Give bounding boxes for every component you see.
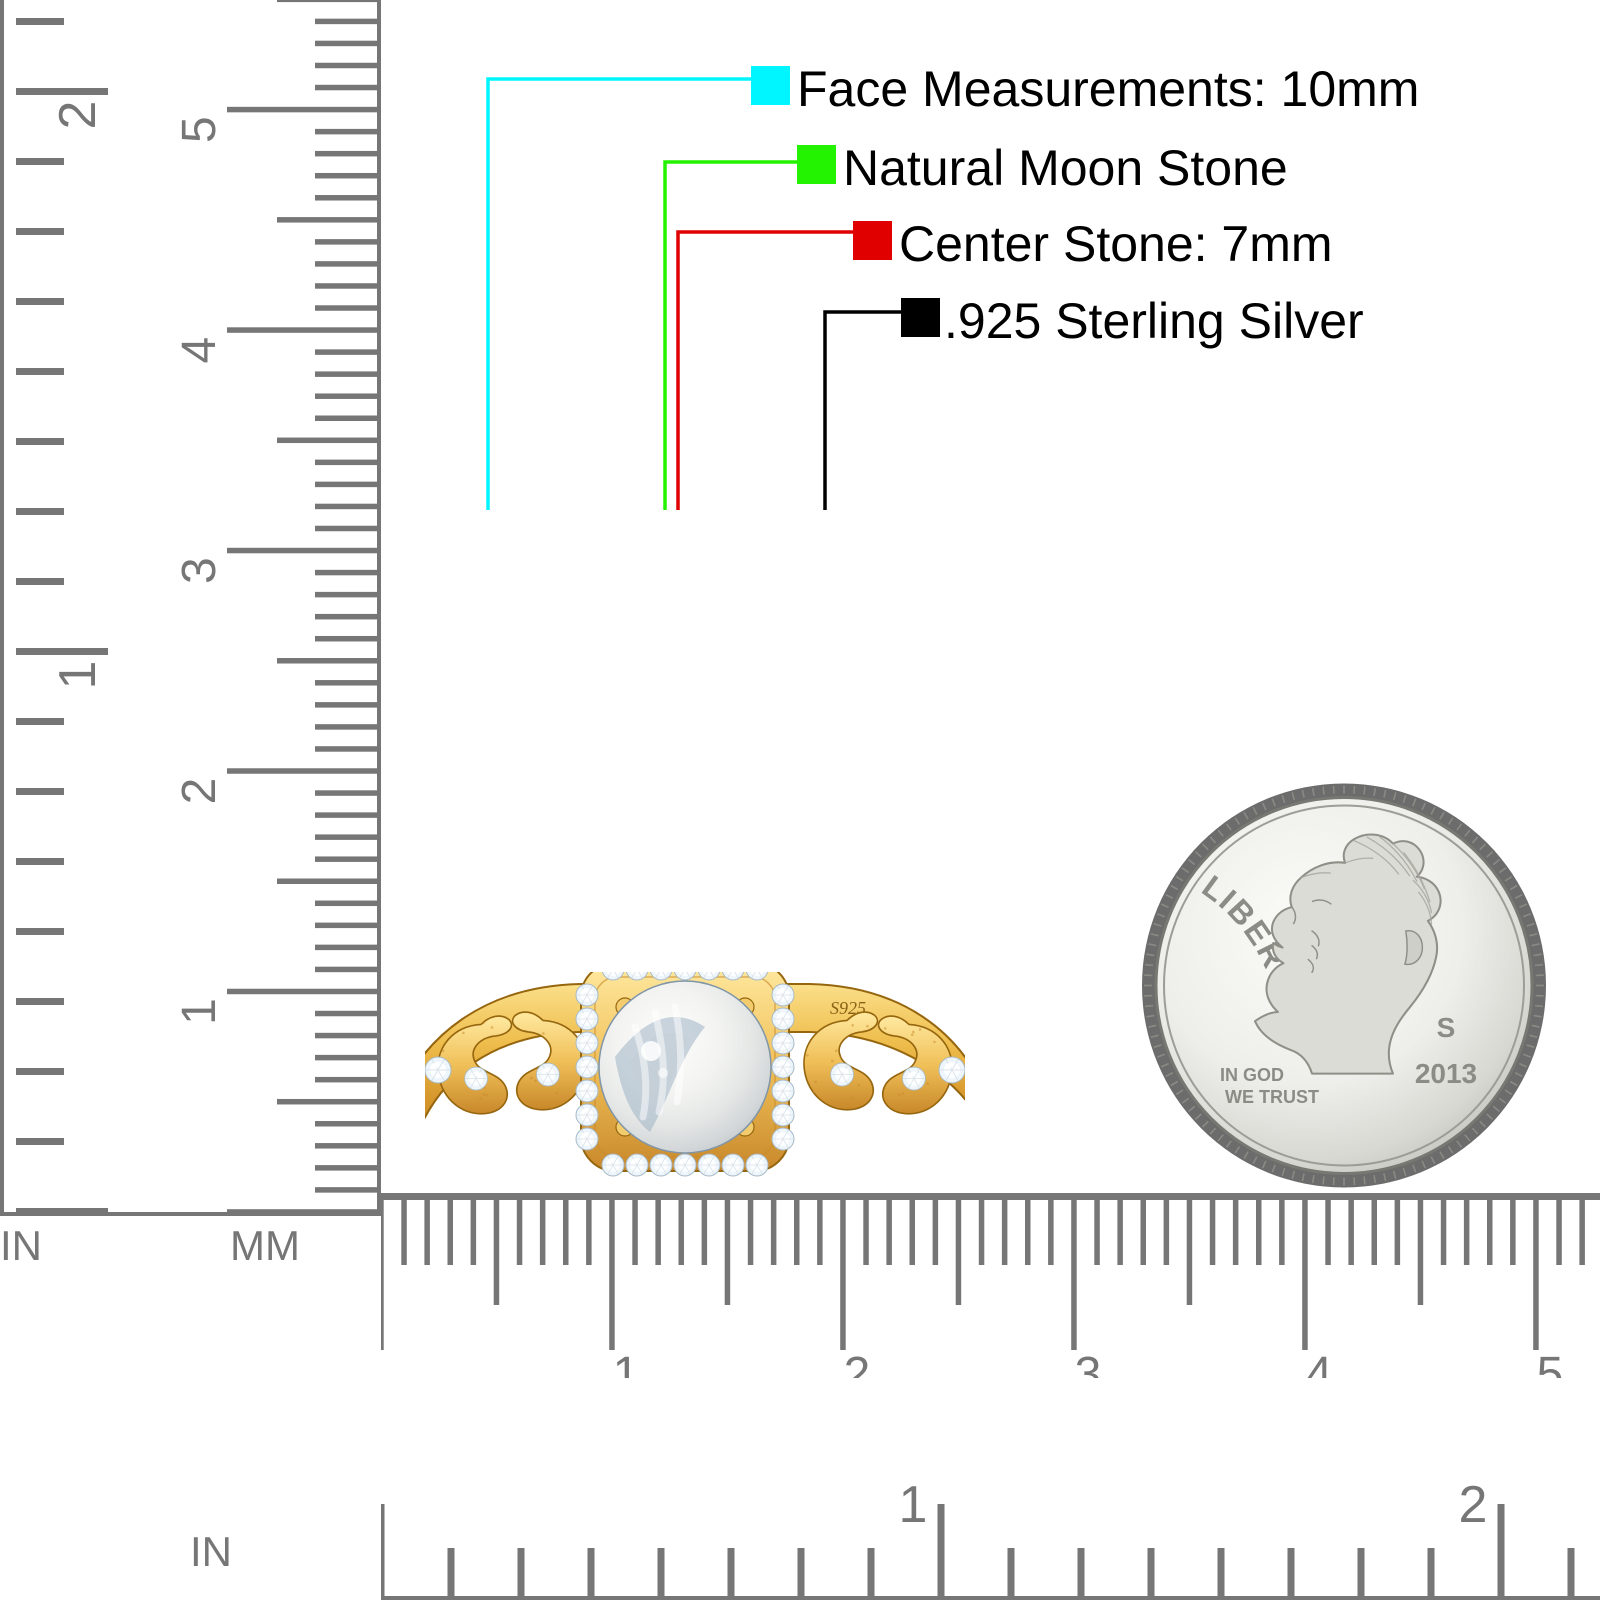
svg-text:2013: 2013 bbox=[1415, 1058, 1477, 1089]
svg-text:2: 2 bbox=[844, 1348, 871, 1378]
svg-text:S: S bbox=[1437, 1012, 1456, 1043]
svg-text:1: 1 bbox=[613, 1348, 640, 1378]
svg-text:2: 2 bbox=[1459, 1476, 1488, 1534]
svg-text:IN GOD: IN GOD bbox=[1220, 1065, 1284, 1085]
svg-text:1: 1 bbox=[49, 661, 107, 690]
svg-text:2: 2 bbox=[173, 778, 226, 805]
svg-text:5: 5 bbox=[1537, 1348, 1564, 1378]
svg-text:3: 3 bbox=[1075, 1348, 1102, 1378]
svg-text:WE TRUST: WE TRUST bbox=[1225, 1087, 1319, 1107]
svg-text:1: 1 bbox=[173, 998, 226, 1025]
svg-text:4: 4 bbox=[1306, 1348, 1333, 1378]
svg-text:3: 3 bbox=[173, 557, 226, 584]
svg-text:1: 1 bbox=[899, 1476, 928, 1534]
